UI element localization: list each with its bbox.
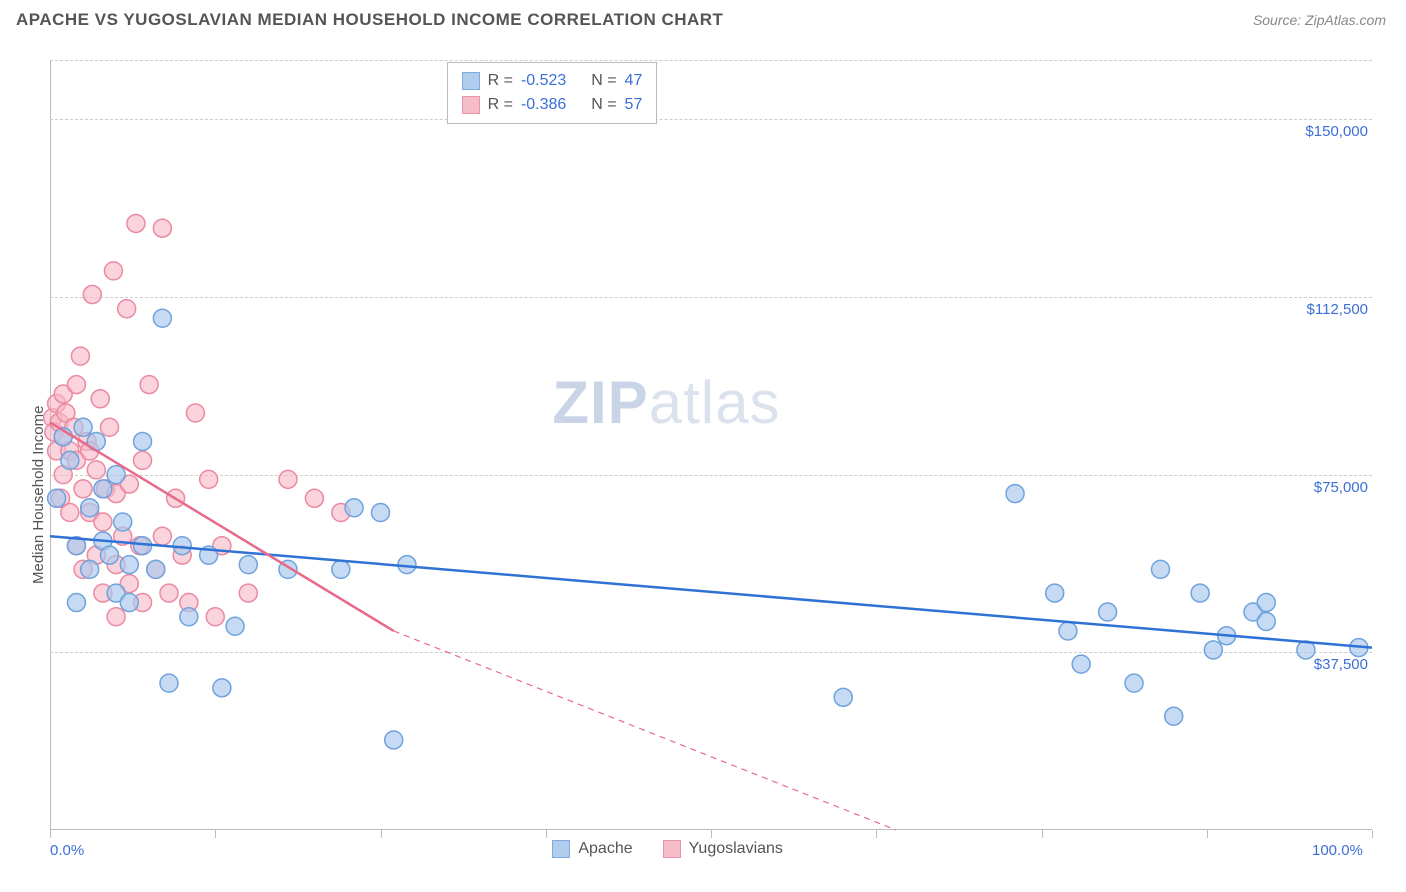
yugo-n-value: 57 <box>625 93 643 117</box>
apache-point <box>1072 655 1090 673</box>
apache-point <box>147 560 165 578</box>
apache-point <box>213 679 231 697</box>
yugo-swatch-icon <box>663 840 681 858</box>
apache-n-value: 47 <box>625 69 643 93</box>
scatter-plot <box>16 46 1392 850</box>
apache-point <box>1125 674 1143 692</box>
apache-point <box>61 451 79 469</box>
yugo-point <box>160 584 178 602</box>
apache-point <box>120 556 138 574</box>
apache-r-value: -0.523 <box>521 69 566 93</box>
stats-legend: R = -0.523 N = 47 R = -0.386 N = 57 <box>447 62 658 124</box>
yugo-point <box>100 418 118 436</box>
yugo-swatch-icon <box>462 96 480 114</box>
yugo-point <box>153 527 171 545</box>
apache-point <box>1257 613 1275 631</box>
chart-title: APACHE VS YUGOSLAVIAN MEDIAN HOUSEHOLD I… <box>16 10 723 30</box>
yugo-point <box>91 390 109 408</box>
yugo-series-label: Yugoslavians <box>689 840 783 858</box>
yugo-point <box>305 489 323 507</box>
apache-point <box>67 594 85 612</box>
apache-point <box>107 466 125 484</box>
source-credit: Source: ZipAtlas.com <box>1253 12 1386 28</box>
yugo-point <box>279 470 297 488</box>
yugo-point <box>200 470 218 488</box>
apache-point <box>1257 594 1275 612</box>
apache-point <box>834 688 852 706</box>
apache-point <box>81 499 99 517</box>
yugo-point <box>127 214 145 232</box>
yugo-point <box>239 584 257 602</box>
yugo-point <box>71 347 89 365</box>
apache-point <box>1204 641 1222 659</box>
apache-point <box>1151 560 1169 578</box>
yugo-point <box>206 608 224 626</box>
apache-point <box>1006 485 1024 503</box>
apache-swatch-icon <box>552 840 570 858</box>
apache-point <box>114 513 132 531</box>
yugo-point <box>74 480 92 498</box>
yugo-point <box>118 300 136 318</box>
apache-point <box>332 560 350 578</box>
yugo-point <box>104 262 122 280</box>
apache-point <box>372 504 390 522</box>
apache-point <box>1059 622 1077 640</box>
apache-point <box>48 489 66 507</box>
yugo-point <box>83 286 101 304</box>
apache-point <box>134 432 152 450</box>
apache-point <box>94 480 112 498</box>
yugo-point <box>61 504 79 522</box>
yugo-point <box>134 451 152 469</box>
series-legend: Apache Yugoslavians <box>552 840 783 858</box>
apache-point <box>180 608 198 626</box>
apache-point <box>1046 584 1064 602</box>
yugo-r-value: -0.386 <box>521 93 566 117</box>
apache-series-label: Apache <box>578 840 632 858</box>
apache-point <box>153 309 171 327</box>
chart-container: Median Household Income $37,500$75,000$1… <box>16 46 1390 846</box>
apache-point <box>1099 603 1117 621</box>
yugo-point <box>67 376 85 394</box>
apache-point <box>1191 584 1209 602</box>
yugo-point <box>94 513 112 531</box>
yugo-point <box>87 461 105 479</box>
apache-point <box>100 546 118 564</box>
yugo-point <box>153 219 171 237</box>
apache-point <box>385 731 403 749</box>
apache-point <box>81 560 99 578</box>
apache-point <box>345 499 363 517</box>
yugo-point <box>186 404 204 422</box>
apache-point <box>239 556 257 574</box>
apache-swatch-icon <box>462 72 480 90</box>
apache-point <box>120 594 138 612</box>
yugo-point <box>140 376 158 394</box>
apache-point <box>226 617 244 635</box>
yugo-trendline-extrapolated <box>394 631 896 830</box>
apache-point <box>160 674 178 692</box>
apache-point <box>1165 707 1183 725</box>
yugo-point <box>107 608 125 626</box>
apache-point <box>74 418 92 436</box>
